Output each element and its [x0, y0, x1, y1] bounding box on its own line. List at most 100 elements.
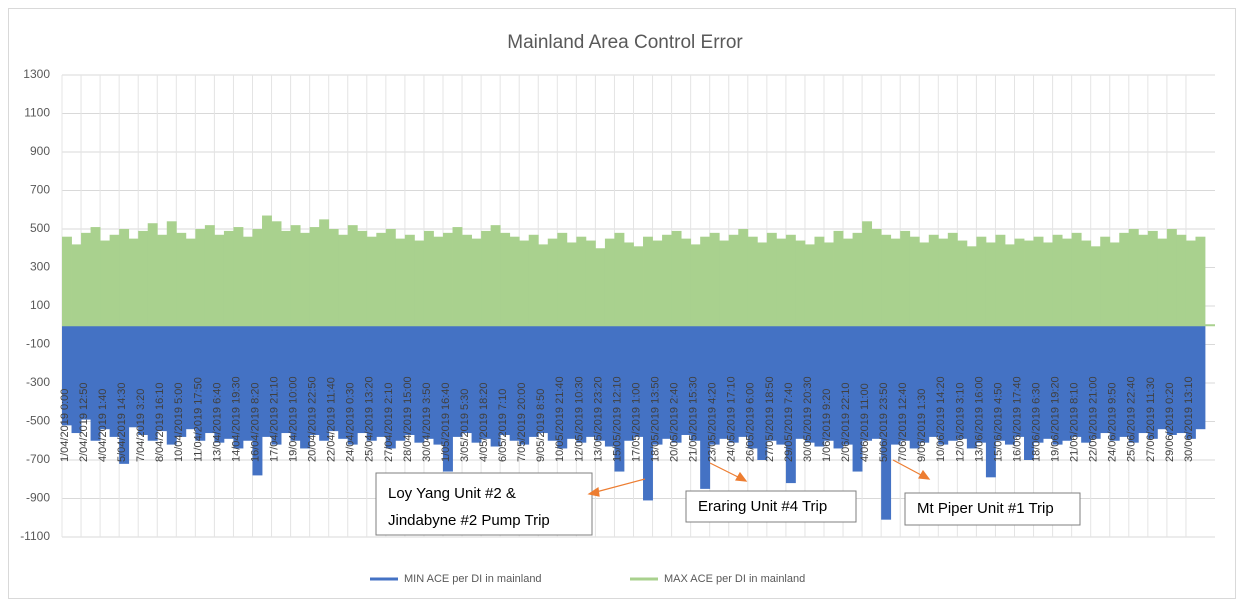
bar [709, 232, 720, 326]
arrow [595, 478, 646, 493]
bar [1195, 325, 1206, 430]
bar [376, 232, 387, 326]
bar [519, 240, 530, 326]
bar [490, 225, 501, 326]
x-tick-label: 7/06/2019 12:40 [897, 382, 909, 462]
bar [585, 325, 596, 437]
bar [1185, 240, 1196, 326]
bar [500, 325, 511, 435]
bar [757, 325, 768, 460]
bar [109, 234, 120, 326]
bar [966, 325, 977, 449]
bar [452, 325, 463, 437]
bar [71, 325, 82, 434]
bar [1024, 325, 1034, 460]
bar [176, 325, 187, 437]
bar [538, 244, 549, 326]
annotation-box [375, 472, 593, 536]
bar [204, 325, 215, 434]
y-tick-label: -500 [26, 414, 50, 428]
bar [1014, 238, 1025, 326]
bar [1157, 238, 1168, 326]
bar [1195, 236, 1206, 326]
bar [681, 325, 692, 435]
bar [100, 240, 111, 326]
bar [376, 325, 387, 437]
annotation-arrows [587, 459, 931, 497]
bar [271, 325, 282, 445]
bar [862, 221, 873, 326]
x-tick-label: 9/05/2019 8:50 [535, 389, 547, 462]
x-tick-label: 11/04/2019 17:50 [192, 377, 204, 462]
bar [385, 325, 396, 449]
x-tick-label: 7/05/2019 20:00 [516, 382, 528, 462]
bar [242, 236, 253, 326]
x-tick-label: 7/04/2019 3:20 [135, 389, 147, 462]
x-tick-label: 22/06/2019 21:00 [1088, 376, 1100, 462]
bar [462, 325, 472, 434]
x-tick-label: 22/04/2019 11:40 [326, 377, 338, 462]
bar [766, 325, 777, 441]
bar [233, 325, 244, 449]
bar [557, 325, 568, 449]
bar [909, 236, 920, 326]
bar [395, 325, 406, 441]
bar [871, 229, 882, 326]
x-tick-label: 16/06/2019 17:40 [1011, 376, 1023, 462]
bar [643, 236, 653, 326]
bar [119, 229, 130, 326]
bar [814, 325, 825, 447]
bar [414, 325, 425, 443]
bar [509, 325, 520, 441]
bar [881, 325, 892, 520]
x-tick-label: 8/04/2019 16:10 [154, 382, 166, 462]
bar [185, 325, 196, 430]
y-tick-label: 500 [30, 221, 50, 235]
x-tick-label: 23/05/2019 4:20 [707, 382, 719, 462]
legend-label: MAX ACE per DI in mainland [664, 573, 805, 585]
x-tick-label: 15/06/2019 4:50 [992, 382, 1004, 462]
bar [985, 325, 996, 478]
bar [643, 325, 653, 501]
bar [909, 325, 920, 449]
bar [700, 325, 711, 489]
bar [852, 325, 863, 472]
bar [833, 325, 844, 449]
x-tick-label: 29/05/2019 7:40 [783, 382, 795, 462]
bar [509, 236, 520, 326]
bar [623, 242, 634, 326]
bar [366, 325, 377, 441]
bar [538, 325, 549, 434]
bar [595, 325, 606, 441]
bar [252, 325, 263, 476]
x-tick-label: 15/05/2019 12:10 [611, 376, 623, 462]
x-tick-label: 18/05/2019 13:50 [649, 376, 661, 462]
bar [1128, 325, 1139, 443]
bar [824, 325, 834, 441]
bar [557, 232, 568, 326]
bar [81, 325, 91, 420]
bar [328, 229, 339, 326]
bar [728, 325, 739, 443]
bar [347, 225, 358, 326]
bar [528, 234, 539, 326]
bar [1081, 325, 1092, 443]
x-tick-label: 1/05/2019 16:40 [440, 382, 452, 462]
bar [204, 225, 215, 326]
bar [700, 236, 711, 326]
bar [157, 325, 168, 432]
bar [100, 325, 111, 430]
bar [262, 325, 272, 437]
bar [471, 238, 482, 326]
x-tick-label: 12/06/2019 3:10 [954, 382, 966, 462]
bar [1109, 325, 1120, 441]
bar [976, 325, 987, 443]
bar [90, 227, 101, 326]
bar [881, 234, 892, 326]
bar [252, 229, 263, 326]
bar [681, 238, 692, 326]
bar [214, 325, 225, 443]
bar [547, 325, 558, 441]
bar [566, 242, 577, 326]
